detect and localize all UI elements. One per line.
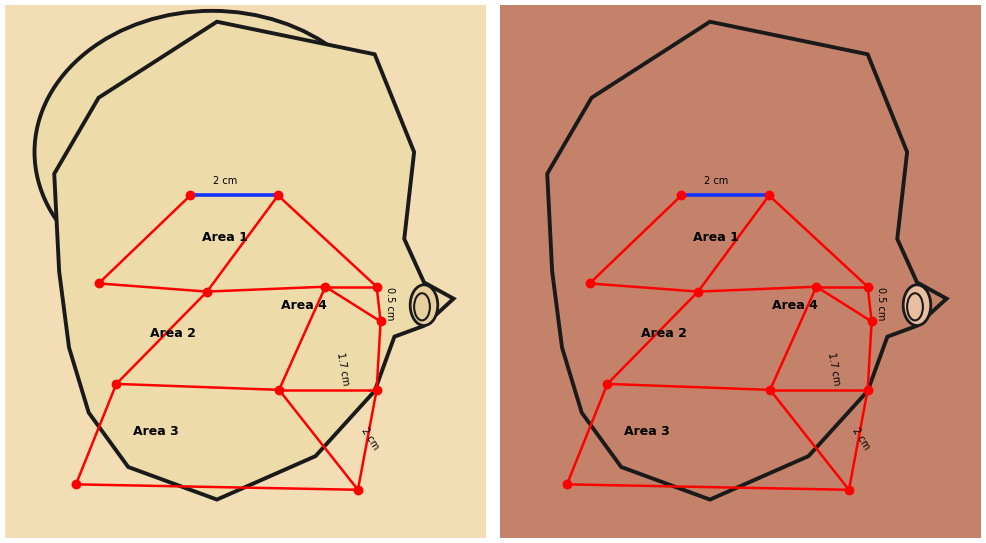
Text: Area 2: Area 2 <box>641 327 686 340</box>
Text: Area 3: Area 3 <box>624 425 669 438</box>
Point <box>582 279 598 288</box>
Text: 2 cm: 2 cm <box>213 176 237 186</box>
Point <box>373 317 388 326</box>
Text: Area 3: Area 3 <box>133 425 178 438</box>
Point <box>369 282 385 291</box>
PathPatch shape <box>54 22 454 500</box>
Text: Area 4: Area 4 <box>281 299 326 312</box>
Point <box>108 380 124 388</box>
Point <box>271 386 287 394</box>
Text: Area 2: Area 2 <box>150 327 195 340</box>
Text: Area 1: Area 1 <box>693 231 739 244</box>
Point <box>860 282 876 291</box>
Point <box>690 287 706 296</box>
Text: 0.5 cm: 0.5 cm <box>877 287 886 321</box>
Bar <box>5 5 486 538</box>
Ellipse shape <box>35 11 389 293</box>
Point <box>762 386 778 394</box>
Point <box>841 485 857 494</box>
Text: 2 cm: 2 cm <box>704 176 728 186</box>
Text: Area 4: Area 4 <box>772 299 817 312</box>
Point <box>317 282 333 291</box>
Text: 1.7 cm: 1.7 cm <box>335 352 351 387</box>
Point <box>809 282 824 291</box>
Point <box>559 480 575 489</box>
Point <box>860 386 876 394</box>
Text: 0.5 cm: 0.5 cm <box>386 287 395 321</box>
Point <box>369 386 385 394</box>
Point <box>599 380 615 388</box>
Bar <box>500 5 981 538</box>
Point <box>270 191 286 200</box>
Text: 1.7 cm: 1.7 cm <box>826 352 842 387</box>
Point <box>673 191 689 200</box>
Text: 2 cm: 2 cm <box>850 426 872 452</box>
Point <box>91 279 106 288</box>
Point <box>199 287 215 296</box>
Point <box>350 485 366 494</box>
Ellipse shape <box>903 285 931 325</box>
Point <box>182 191 198 200</box>
Point <box>761 191 777 200</box>
Ellipse shape <box>410 285 438 325</box>
Text: 2 cm: 2 cm <box>359 426 381 452</box>
Point <box>68 480 84 489</box>
Text: Area 1: Area 1 <box>202 231 247 244</box>
Point <box>864 317 880 326</box>
PathPatch shape <box>547 22 947 500</box>
